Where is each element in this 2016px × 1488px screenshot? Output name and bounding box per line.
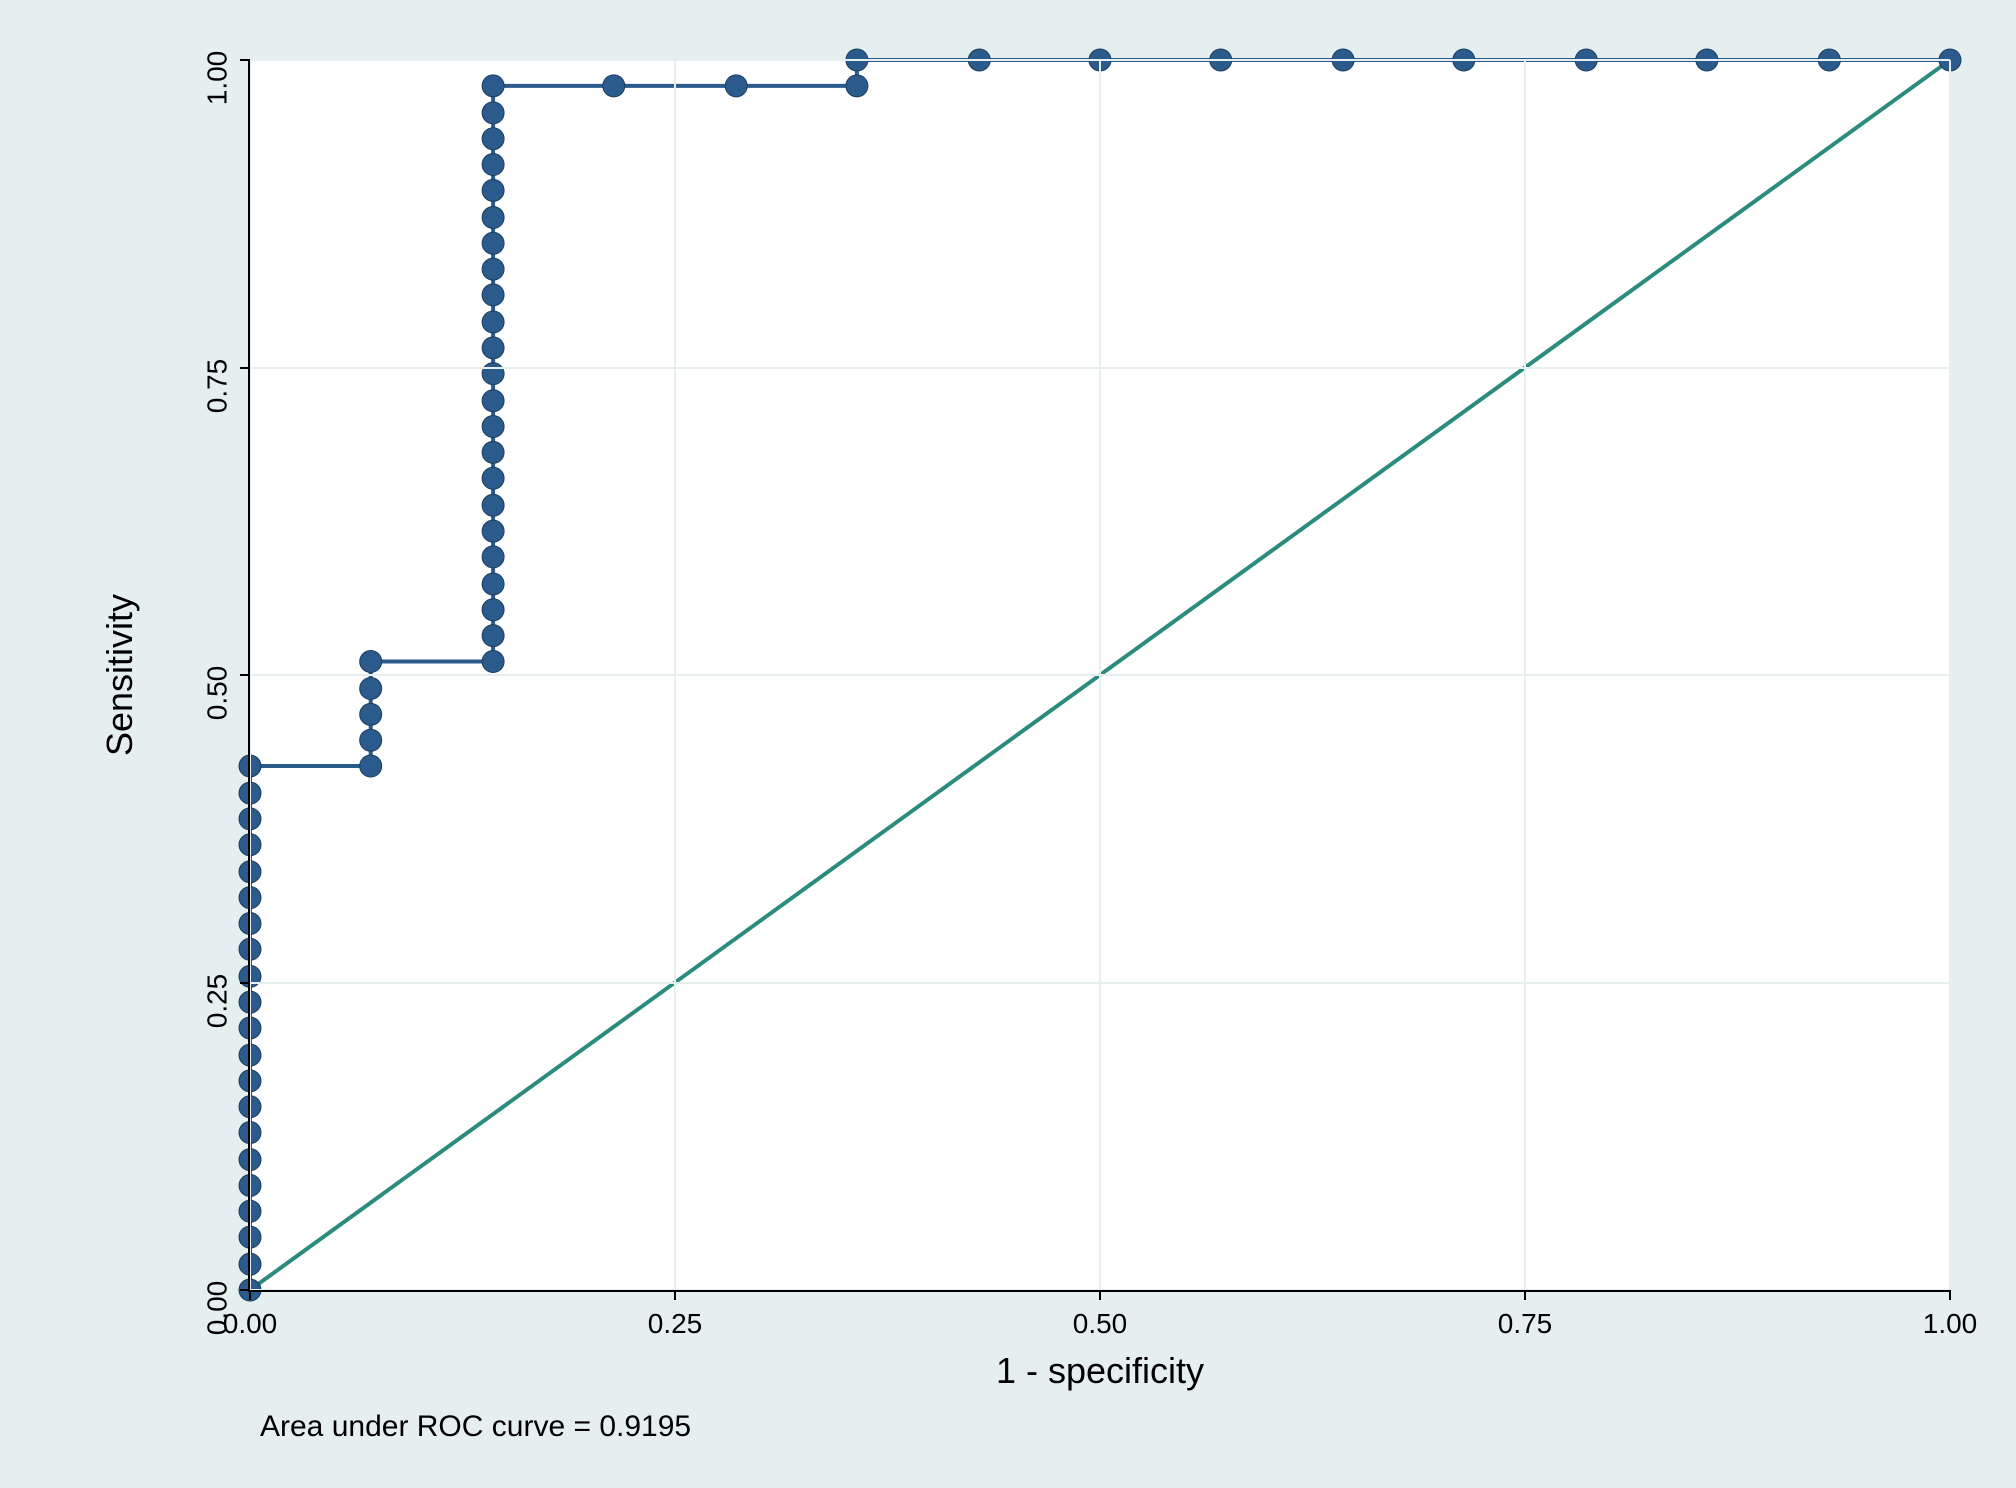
roc-point-marker xyxy=(360,650,382,672)
roc-point-marker xyxy=(482,232,504,254)
y-tick-label: 0.00 xyxy=(201,1281,233,1336)
roc-point-marker xyxy=(360,678,382,700)
y-tick-label: 0.25 xyxy=(201,973,233,1028)
x-tick-label: 0.50 xyxy=(1073,1308,1128,1340)
gridline-h xyxy=(250,674,1950,676)
roc-point-marker xyxy=(482,75,504,97)
y-tick xyxy=(240,674,250,676)
y-axis-line xyxy=(248,60,250,1292)
y-tick xyxy=(240,367,250,369)
roc-point-marker xyxy=(482,311,504,333)
roc-point-marker xyxy=(482,416,504,438)
roc-point-marker xyxy=(846,75,868,97)
roc-point-marker xyxy=(482,520,504,542)
roc-point-marker xyxy=(360,755,382,777)
x-tick xyxy=(1524,1290,1526,1300)
roc-point-marker xyxy=(482,179,504,201)
y-tick-label: 1.00 xyxy=(201,51,233,106)
x-tick-label: 1.00 xyxy=(1923,1308,1978,1340)
roc-point-marker xyxy=(482,441,504,463)
x-tick xyxy=(674,1290,676,1300)
roc-point-marker xyxy=(603,75,625,97)
roc-point-marker xyxy=(482,467,504,489)
roc-point-marker xyxy=(482,650,504,672)
roc-point-marker xyxy=(482,154,504,176)
y-tick-label: 0.75 xyxy=(201,358,233,413)
roc-point-marker xyxy=(482,546,504,568)
chart-container: Sensitivity 1 - specificity Area under R… xyxy=(0,0,2016,1488)
roc-point-marker xyxy=(360,729,382,751)
plot-area xyxy=(250,60,1950,1290)
gridline-h xyxy=(250,367,1950,369)
x-tick xyxy=(1949,1290,1951,1300)
roc-point-marker xyxy=(482,128,504,150)
y-axis-title: Sensitivity xyxy=(99,594,141,756)
x-tick-label: 0.25 xyxy=(648,1308,703,1340)
roc-point-marker xyxy=(482,102,504,124)
roc-point-marker xyxy=(482,599,504,621)
x-tick xyxy=(249,1290,251,1300)
y-tick xyxy=(240,1289,250,1291)
roc-point-marker xyxy=(482,573,504,595)
y-tick xyxy=(240,982,250,984)
x-tick-label: 0.75 xyxy=(1498,1308,1553,1340)
y-tick-label: 0.50 xyxy=(201,666,233,721)
roc-point-marker xyxy=(482,625,504,647)
y-tick xyxy=(240,59,250,61)
roc-point-marker xyxy=(482,390,504,412)
roc-point-marker xyxy=(482,206,504,228)
chart-caption: Area under ROC curve = 0.9195 xyxy=(260,1410,691,1444)
roc-point-marker xyxy=(725,75,747,97)
roc-point-marker xyxy=(360,703,382,725)
gridline-h xyxy=(250,982,1950,984)
gridline-h xyxy=(250,59,1950,61)
roc-point-marker xyxy=(482,284,504,306)
roc-point-marker xyxy=(482,258,504,280)
x-axis-title: 1 - specificity xyxy=(996,1350,1204,1392)
x-tick xyxy=(1099,1290,1101,1300)
roc-point-marker xyxy=(482,337,504,359)
roc-point-marker xyxy=(482,494,504,516)
